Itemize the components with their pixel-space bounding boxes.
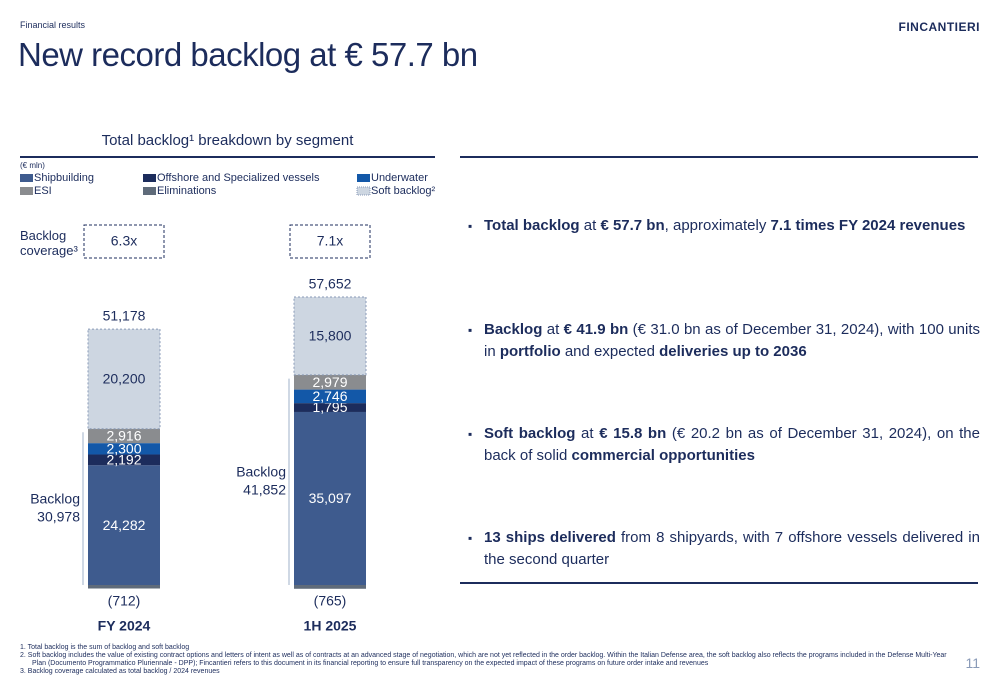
- footnotes: 1. Total backlog is the sum of backlog a…: [20, 644, 955, 676]
- bullet: 13 ships delivered from 8 shipyards, wit…: [468, 527, 980, 631]
- bullet-text: at: [542, 321, 564, 338]
- page-number: 11: [965, 655, 980, 671]
- bar-segment: [88, 585, 160, 589]
- backlog-value: 30,978: [37, 508, 80, 524]
- legend-swatch: [143, 187, 156, 195]
- segment-label: 2,192: [106, 452, 141, 468]
- footnote: 1. Total backlog is the sum of backlog a…: [20, 644, 190, 651]
- bar-segment: [293, 296, 367, 376]
- bullet-text: Total backlog: [484, 217, 580, 234]
- footnote: 3. Backlog coverage calculated as total …: [20, 668, 220, 675]
- bar-segment: [294, 403, 366, 412]
- backlog-label: Backlog: [236, 464, 286, 480]
- bar-segment: [87, 328, 161, 430]
- total-label: 57,652: [309, 275, 352, 291]
- backlog-label: Backlog: [30, 490, 80, 506]
- legend-label: ESI: [34, 185, 52, 197]
- bullet-list: Total backlog at € 57.7 bn, approximatel…: [468, 215, 980, 631]
- segment-label: 2,979: [312, 374, 347, 390]
- segment-label: 1,795: [312, 399, 347, 415]
- bar-segment: [294, 389, 366, 404]
- unit-label: (€ mln): [20, 161, 45, 170]
- bullet-text: at: [575, 425, 600, 442]
- bullet-text: 13 ships delivered: [484, 529, 616, 546]
- bullet-text: (€ 20.2 bn as of December 31, 2024), on …: [484, 425, 980, 464]
- bar-segment: [294, 411, 366, 585]
- legend-label: Soft backlog²: [371, 185, 436, 197]
- segment-label: 2,746: [312, 388, 347, 404]
- category-label: FY 2024: [98, 618, 151, 634]
- segment-label: (765): [314, 593, 347, 609]
- bullet-text: (€ 31.0 bn as of December 31, 2024), wit…: [484, 321, 980, 360]
- segment-label: 2,300: [106, 441, 141, 457]
- bar-segment: [88, 443, 160, 455]
- legend-swatch: [356, 186, 371, 196]
- segment-label: (712): [108, 593, 141, 609]
- coverage-label: Backlog coverage³: [20, 228, 78, 258]
- coverage-box: [289, 224, 371, 259]
- bullet: Total backlog at € 57.7 bn, approximatel…: [468, 215, 980, 319]
- coverage-box: [83, 224, 165, 259]
- legend-label: Underwater: [371, 172, 428, 184]
- bullet: Backlog at € 41.9 bn (€ 31.0 bn as of De…: [468, 319, 980, 423]
- legend-swatch: [143, 174, 156, 182]
- legend-swatch: [20, 187, 33, 195]
- bar-segment: [88, 454, 160, 466]
- coverage-value: 7.1x: [317, 233, 343, 249]
- bullet-text: from 8 shipyards, with 7 offshore vessel…: [484, 529, 980, 568]
- segment-label: 35,097: [309, 490, 352, 506]
- chart-title: Total backlog¹ breakdown by segment: [101, 132, 354, 149]
- bullet-text: € 15.8 bn: [599, 425, 667, 442]
- bar-segment: [88, 428, 160, 444]
- total-label: 51,178: [103, 307, 146, 323]
- bar-segment: [294, 374, 366, 390]
- segment-label: 24,282: [103, 517, 146, 533]
- bullet-text: at: [579, 217, 601, 234]
- logo: FINCANTIERI: [898, 20, 980, 34]
- bullet-text: portfolio: [499, 343, 561, 360]
- segment-label: 20,200: [103, 371, 146, 387]
- section-label: Financial results: [20, 20, 86, 30]
- backlog-value: 41,852: [243, 482, 286, 498]
- bar-segment: [294, 585, 366, 589]
- bullet-text: , approximately: [664, 217, 771, 234]
- bullet: Soft backlog at € 15.8 bn (€ 20.2 bn as …: [468, 423, 980, 527]
- bullet-text: 7.1 times FY 2024 revenues: [770, 217, 966, 234]
- bullet-text: Soft backlog: [484, 425, 576, 442]
- bullet-text: € 41.9 bn: [563, 321, 629, 338]
- bar-segment: [88, 465, 160, 585]
- legend-label: Shipbuilding: [34, 172, 94, 184]
- bullet-text: Backlog: [484, 321, 543, 338]
- legend-swatch: [357, 174, 370, 182]
- segment-label: 2,916: [106, 428, 141, 444]
- category-label: 1H 2025: [304, 618, 357, 634]
- legend-label: Eliminations: [157, 185, 217, 197]
- bullet-text: € 57.7 bn: [600, 217, 665, 234]
- bullet-text: commercial opportunities: [571, 447, 755, 464]
- legend-swatch: [20, 174, 33, 182]
- coverage-value: 6.3x: [111, 233, 137, 249]
- bullet-text: deliveries up to 2036: [659, 343, 807, 360]
- bullet-text: and expected: [560, 343, 660, 360]
- segment-label: 15,800: [309, 328, 352, 344]
- footnote: 2. Soft backlog includes the value of ex…: [20, 652, 947, 667]
- slide-title: New record backlog at € 57.7 bn: [18, 36, 478, 73]
- legend-label: Offshore and Specialized vessels: [157, 172, 320, 184]
